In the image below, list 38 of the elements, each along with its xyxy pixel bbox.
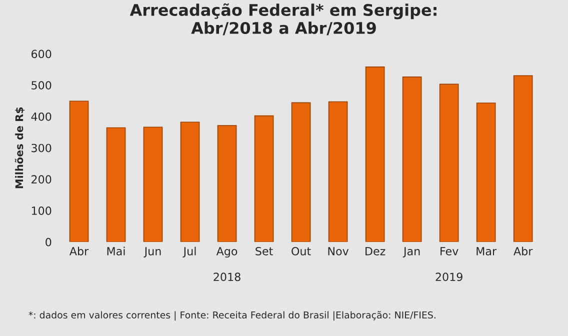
y-tick-label: 600	[32, 50, 52, 58]
bar	[143, 126, 163, 242]
y-tick-label: 100	[32, 206, 52, 215]
bar	[69, 100, 89, 242]
bar	[402, 76, 422, 242]
bar	[365, 66, 385, 242]
bar	[180, 122, 200, 242]
x-tick-label: Fev	[440, 247, 458, 256]
x-tick-label: Mai	[107, 246, 125, 256]
bar	[217, 125, 237, 242]
x-tick-label: Jun	[144, 247, 161, 258]
y-tick-label: 300	[32, 144, 52, 152]
x-tick-label: Jul	[182, 246, 196, 258]
y-tick-label: 400	[31, 112, 52, 121]
chart-title: Arrecadação Federal* em Sergipe: Abr/2018 a Abr/2019	[130, 3, 436, 36]
bar	[476, 102, 496, 242]
bar	[439, 84, 459, 242]
y-tick-label: 0	[46, 238, 52, 246]
y-tick-label: 200	[32, 175, 52, 184]
x-tick-label: Abr	[69, 246, 89, 256]
text: *: dados em valores correntes | Fonte: Receita Federal do Brasil |Elaboração: NIE/FIES.	[28, 311, 436, 321]
y-axis-title: Milhões de R$	[14, 107, 25, 188]
x-tick-label: Mar	[476, 247, 497, 256]
bar	[291, 102, 311, 242]
x-tick-label: Ago	[216, 247, 238, 258]
x-tick-label: Set	[256, 246, 273, 256]
bar	[106, 127, 126, 242]
x-tick-label: Out	[292, 246, 311, 256]
text: 2019	[436, 272, 462, 282]
bar	[254, 115, 274, 242]
x-tick-label: Jan	[402, 247, 420, 258]
text: 2018	[214, 272, 240, 282]
x-tick-label: Nov	[328, 247, 349, 256]
x-tick-label: Dez	[366, 247, 386, 256]
bar	[513, 75, 533, 242]
bar	[328, 101, 348, 242]
y-tick-label: 500	[32, 81, 52, 90]
x-tick-label: Abr	[514, 246, 533, 256]
